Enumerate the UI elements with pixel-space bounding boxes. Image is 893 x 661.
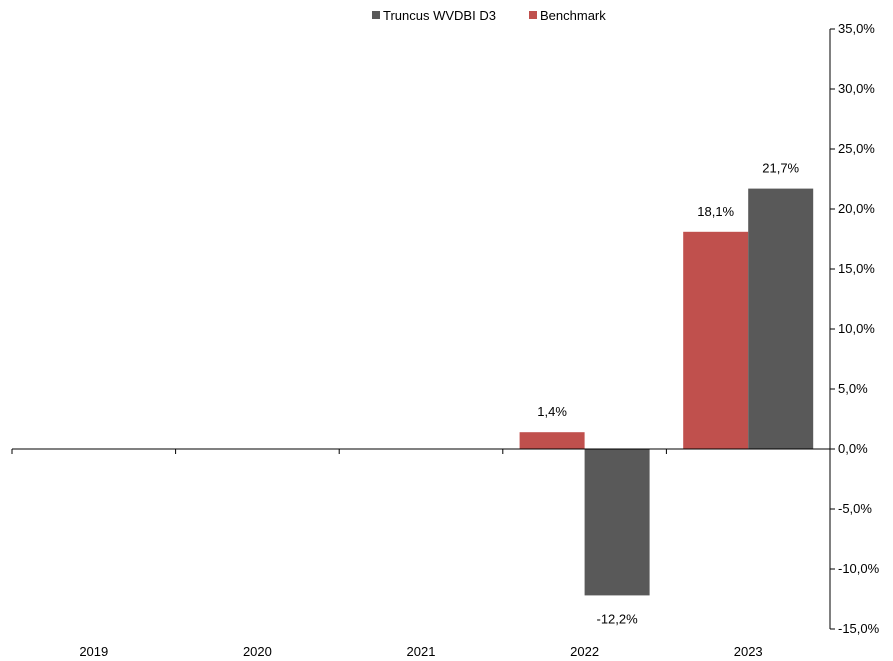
x-tick-label-2021: 2021 (407, 644, 436, 659)
bar-truncus-wvdbi-d3-2022 (584, 449, 650, 596)
y-tick-label-1: 30,0% (838, 81, 875, 96)
legend-label-benchmark: Benchmark (540, 8, 606, 23)
y-tick-label-5: 10,0% (838, 321, 875, 336)
data-labels: 1,4% 18,1% -12,2% 21,7% (537, 161, 799, 627)
x-tick-label-2019: 2019 (79, 644, 108, 659)
y-tick-label-4: 15,0% (838, 261, 875, 276)
x-tick-label-2020: 2020 (243, 644, 272, 659)
bar-truncus-wvdbi-d3-2023 (748, 188, 814, 449)
data-label-benchmark-2022: 1,4% (537, 404, 567, 419)
y-tick-label-10: -15,0% (838, 621, 880, 636)
legend-swatch-benchmark (529, 11, 537, 19)
data-label-truncus-wvdbi-d3-2022: -12,2% (596, 611, 638, 626)
data-label-benchmark-2023: 18,1% (697, 204, 734, 219)
y-tick-label-6: 5,0% (838, 381, 868, 396)
legend: Truncus WVDBI D3 Benchmark (372, 8, 606, 23)
y-tick-label-7: 0,0% (838, 441, 868, 456)
bars (519, 188, 814, 596)
legend-swatch-truncus (372, 11, 380, 19)
bar-benchmark-2023 (683, 231, 749, 449)
y-tick-label-9: -10,0% (838, 561, 880, 576)
data-label-truncus-wvdbi-d3-2023: 21,7% (762, 161, 799, 176)
legend-label-truncus: Truncus WVDBI D3 (383, 8, 496, 23)
y-tick-label-0: 35,0% (838, 21, 875, 36)
y-tick-label-3: 20,0% (838, 201, 875, 216)
x-tick-label-2022: 2022 (570, 644, 599, 659)
axes: 2019 2020 2021 2022 2023 35,0% 30,0% 25,0% 20,0%… (11, 21, 880, 659)
y-tick-label-8: -5,0% (838, 501, 872, 516)
y-tick-label-2: 25,0% (838, 141, 875, 156)
x-tick-label-2023: 2023 (734, 644, 763, 659)
bar-benchmark-2022 (519, 432, 585, 449)
